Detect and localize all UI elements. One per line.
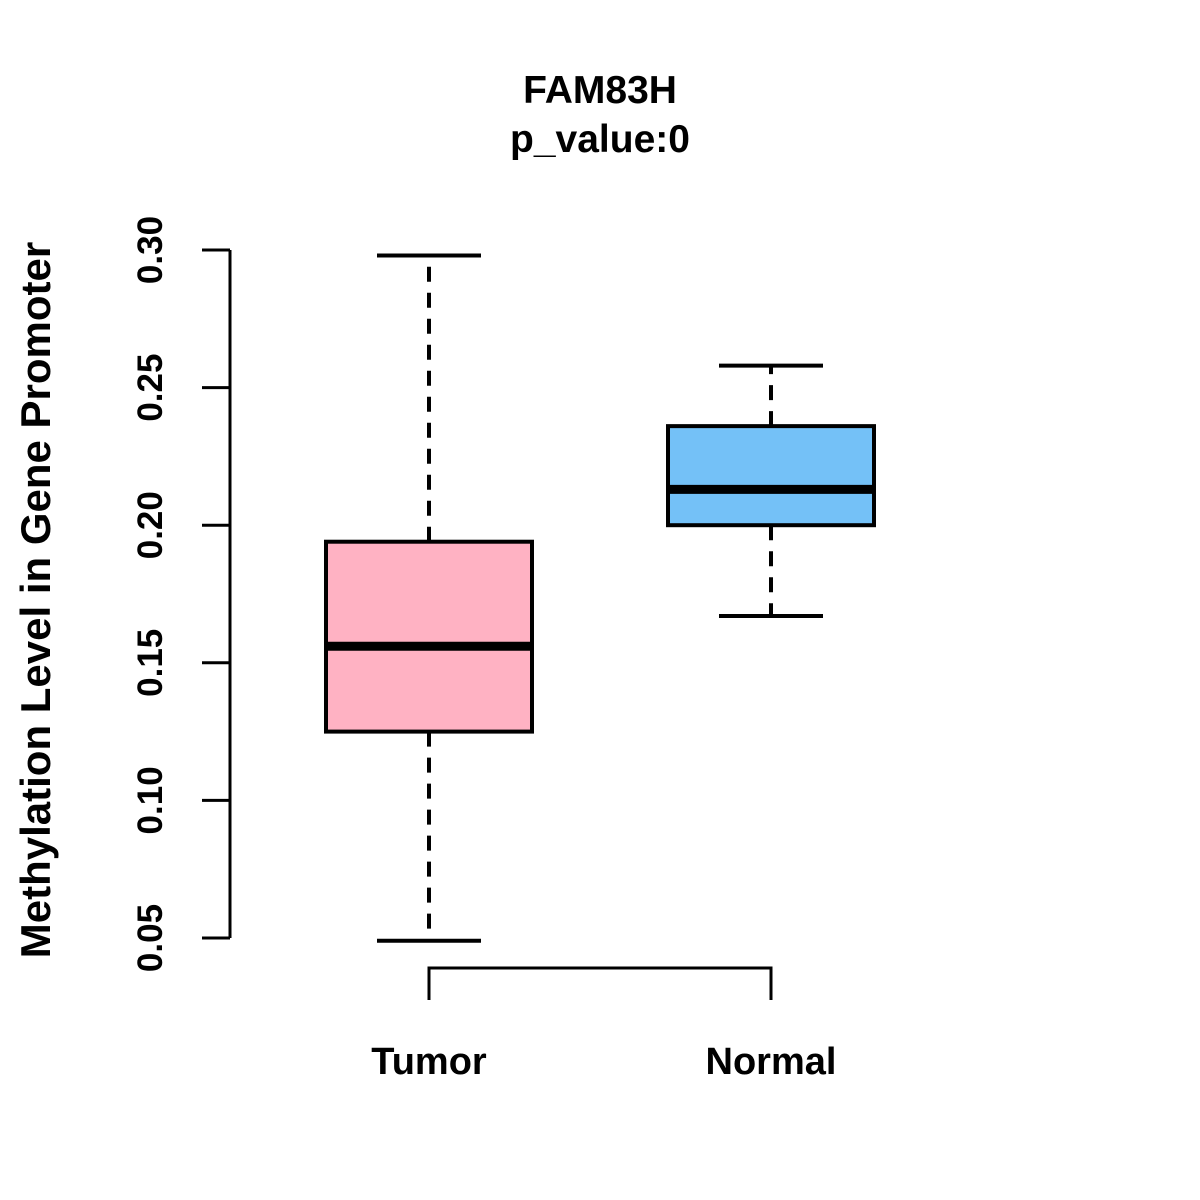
normal-iqr-box — [666, 424, 876, 528]
y-tick-label: 0.15 — [131, 629, 170, 697]
category-label-tumor: Tumor — [371, 1041, 487, 1083]
comparison-bracket — [427, 966, 773, 1000]
y-tick-label: 0.25 — [131, 354, 170, 422]
normal-boxplot — [666, 363, 876, 619]
y-tick-label: 0.10 — [131, 766, 170, 834]
y-tick-label: 0.20 — [131, 491, 170, 559]
chart-subtitle: p_value:0 — [510, 118, 690, 161]
box-series — [324, 253, 876, 943]
tumor-boxplot — [324, 253, 534, 943]
y-axis-label: Methylation Level in Gene Promoter — [12, 242, 59, 958]
category-label-normal: Normal — [706, 1041, 837, 1083]
x-axis-labels: Tumor Normal — [371, 1041, 836, 1083]
tumor-iqr-box — [324, 539, 534, 734]
y-tick-label: 0.05 — [131, 904, 170, 972]
y-axis: 0.05 0.10 0.15 0.20 0.25 0.30 — [131, 216, 232, 972]
chart-title: FAM83H — [523, 69, 677, 112]
y-tick-label: 0.30 — [131, 216, 170, 284]
group-comparison-bracket — [427, 966, 773, 1000]
